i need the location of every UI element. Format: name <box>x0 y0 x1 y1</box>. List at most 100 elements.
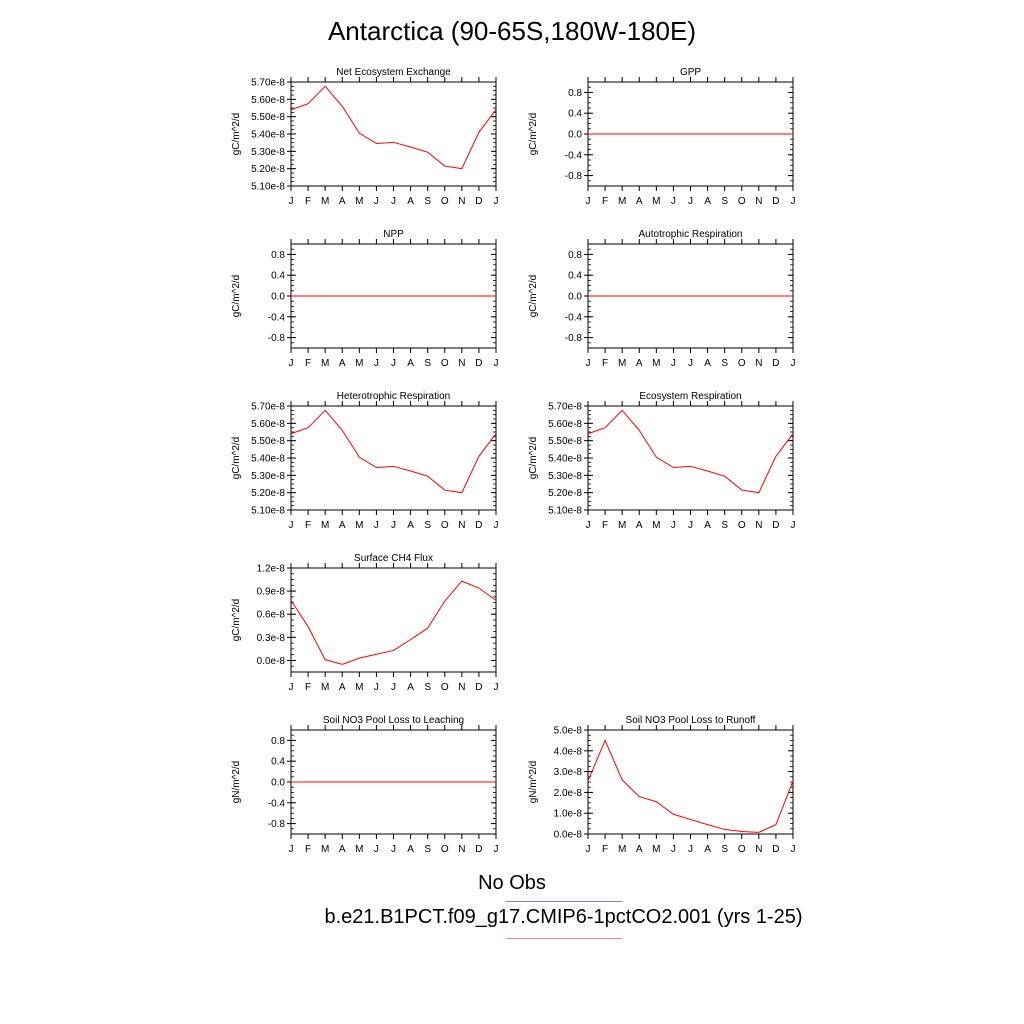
y-tick-label: 0.3e-8 <box>257 633 286 644</box>
series-line <box>290 85 497 170</box>
x-tick-label: F <box>602 196 608 207</box>
y-tick-label: 0.0 <box>271 292 285 303</box>
y-tick-label: -0.8 <box>268 333 286 344</box>
y-tick-label: 0.8 <box>271 736 285 747</box>
x-tick-label: J <box>289 196 294 207</box>
x-tick-label: A <box>704 520 711 531</box>
y-tick-label: 0.4 <box>568 109 582 120</box>
y-tick-label: 2.0e-8 <box>554 788 583 799</box>
x-tick-label: F <box>305 358 311 369</box>
x-tick-label: J <box>391 520 396 531</box>
y-tick-label: -0.4 <box>565 150 583 161</box>
x-tick-label: J <box>688 196 693 207</box>
y-tick-label: 5.70e-8 <box>251 78 285 89</box>
y-tick-label: 5.10e-8 <box>548 506 582 517</box>
plot-frame <box>587 729 794 835</box>
x-tick-label: F <box>602 358 608 369</box>
x-tick-label: J <box>586 520 591 531</box>
y-tick-label: 0.0e-8 <box>257 656 286 667</box>
x-tick-label: O <box>738 520 746 531</box>
x-tick-label: S <box>424 520 431 531</box>
x-tick-label: S <box>721 196 728 207</box>
x-tick-label: M <box>652 196 660 207</box>
x-tick-label: N <box>755 520 762 531</box>
x-tick-label: J <box>374 520 379 531</box>
x-tick-label: A <box>339 196 346 207</box>
panel-title: Ecosystem Respiration <box>639 391 741 402</box>
panel-ecosystem-respiration: Ecosystem Respiration gC/m^2/d 5.10e-8 5.20… <box>528 391 796 531</box>
x-tick-label: A <box>339 682 346 693</box>
y-tick-label: 0.0 <box>271 778 285 789</box>
y-tick-label: -0.8 <box>565 333 583 344</box>
y-tick-label: 5.0e-8 <box>554 726 583 737</box>
y-tick-label: 5.30e-8 <box>251 471 285 482</box>
y-tick-label: 0.6e-8 <box>257 610 286 621</box>
x-tick-label: D <box>772 844 779 855</box>
panel-autotrophic-respiration: Autotrophic Respiration gC/m^2/d -0.8 -0.4 0… <box>528 229 796 369</box>
x-tick-label: D <box>475 844 482 855</box>
panel-title: Heterotrophic Respiration <box>337 391 450 402</box>
y-axis-label: gC/m^2/d <box>231 437 242 480</box>
x-tick-label: J <box>494 358 499 369</box>
x-tick-label: M <box>355 196 363 207</box>
x-tick-label: J <box>391 682 396 693</box>
y-tick-label: -0.8 <box>268 819 286 830</box>
x-tick-label: M <box>321 358 329 369</box>
series-line <box>587 409 794 494</box>
y-tick-label: 0.0e-8 <box>554 830 583 841</box>
x-tick-label: A <box>407 844 414 855</box>
x-tick-label: S <box>721 358 728 369</box>
x-tick-label: A <box>636 196 643 207</box>
y-axis-label: gN/m^2/d <box>231 761 242 804</box>
x-tick-label: O <box>441 196 449 207</box>
x-tick-label: A <box>636 844 643 855</box>
x-tick-label: M <box>321 196 329 207</box>
x-tick-label: J <box>391 844 396 855</box>
y-tick-label: -0.4 <box>565 312 583 323</box>
y-axis-label: gC/m^2/d <box>231 113 242 156</box>
legend-model-line <box>506 938 622 939</box>
x-tick-label: O <box>441 844 449 855</box>
x-tick-label: J <box>791 844 796 855</box>
y-tick-label: 0.8 <box>271 250 285 261</box>
x-tick-label: J <box>391 196 396 207</box>
x-tick-label: D <box>772 520 779 531</box>
x-tick-label: O <box>738 358 746 369</box>
x-tick-label: A <box>407 520 414 531</box>
x-tick-label: J <box>791 196 796 207</box>
x-tick-label: O <box>441 682 449 693</box>
y-tick-label: 0.9e-8 <box>257 587 286 598</box>
panel-net-ecosystem-exchange: Net Ecosystem Exchange gC/m^2/d 5.10e-8 5.2… <box>231 67 499 207</box>
x-tick-label: N <box>755 196 762 207</box>
x-tick-label: J <box>391 358 396 369</box>
y-tick-label: 0.0 <box>568 292 582 303</box>
x-tick-label: A <box>704 196 711 207</box>
y-tick-label: 5.30e-8 <box>251 147 285 158</box>
y-tick-label: 0.0 <box>568 130 582 141</box>
y-axis-label: gC/m^2/d <box>528 113 539 156</box>
plot-frame <box>290 567 497 673</box>
x-tick-label: J <box>688 520 693 531</box>
panel-soil-no3-pool-loss-to-leaching: Soil NO3 Pool Loss to Leaching gN/m^2/d -0… <box>231 715 499 855</box>
x-tick-label: J <box>494 844 499 855</box>
x-tick-label: A <box>339 520 346 531</box>
y-tick-label: 5.20e-8 <box>251 164 285 175</box>
x-tick-label: D <box>475 682 482 693</box>
x-tick-label: O <box>441 520 449 531</box>
plot-frame <box>587 405 794 511</box>
plot-frame <box>290 81 497 187</box>
x-tick-label: J <box>289 844 294 855</box>
x-tick-label: O <box>738 844 746 855</box>
y-tick-label: 5.30e-8 <box>548 471 582 482</box>
x-tick-label: N <box>755 844 762 855</box>
y-tick-label: 0.4 <box>271 757 285 768</box>
x-tick-label: M <box>321 844 329 855</box>
plot-frame <box>290 405 497 511</box>
panel-title: Surface CH4 Flux <box>354 553 433 564</box>
panel-heterotrophic-respiration: Heterotrophic Respiration gC/m^2/d 5.10e-8… <box>231 391 499 531</box>
x-tick-label: F <box>305 844 311 855</box>
x-tick-label: M <box>652 520 660 531</box>
